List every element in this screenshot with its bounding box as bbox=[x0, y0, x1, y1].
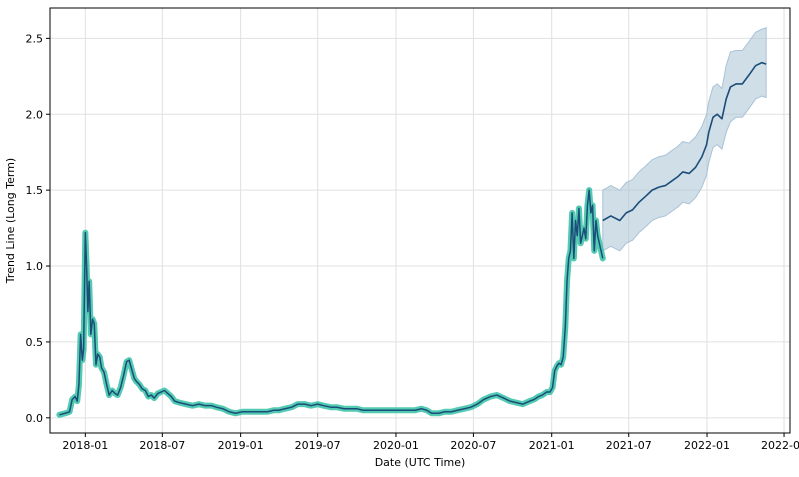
x-axis-ticks: 2018-01 2018-07 2019-01 2019-07 2020-01 2020-… bbox=[62, 433, 799, 452]
y-tick-label: 1.0 bbox=[26, 260, 44, 273]
y-tick-label: 2.5 bbox=[26, 32, 44, 45]
plot-layer bbox=[56, 27, 767, 418]
x-tick-label: 2022-01 bbox=[684, 439, 730, 452]
y-tick-label: 2.0 bbox=[26, 108, 44, 121]
y-tick-label: 0.0 bbox=[26, 412, 44, 425]
forecast-confidence-band bbox=[602, 27, 767, 252]
y-axis-ticks: 0.0 0.5 1.0 1.5 2.0 2.5 bbox=[26, 32, 50, 425]
forecast-series-line bbox=[602, 61, 767, 222]
actual-series-line bbox=[59, 189, 604, 416]
plot-frame bbox=[49, 7, 791, 434]
x-tick-label: 2021-01 bbox=[529, 439, 575, 452]
y-tick-label: 1.5 bbox=[26, 184, 44, 197]
x-tick-label: 2020-01 bbox=[373, 439, 419, 452]
x-tick-label: 2019-01 bbox=[218, 439, 264, 452]
x-tick-label: 2018-01 bbox=[62, 439, 108, 452]
x-tick-label: 2022-07 bbox=[761, 439, 799, 452]
x-tick-label: 2018-07 bbox=[139, 439, 185, 452]
y-tick-label: 0.5 bbox=[26, 336, 44, 349]
x-tick-label: 2020-07 bbox=[450, 439, 496, 452]
y-axis-title: Trend Line (Long Term) bbox=[4, 158, 17, 284]
x-tick-label: 2021-07 bbox=[606, 439, 652, 452]
x-axis-title: Date (UTC Time) bbox=[375, 456, 466, 469]
x-tick-label: 2019-07 bbox=[295, 439, 341, 452]
